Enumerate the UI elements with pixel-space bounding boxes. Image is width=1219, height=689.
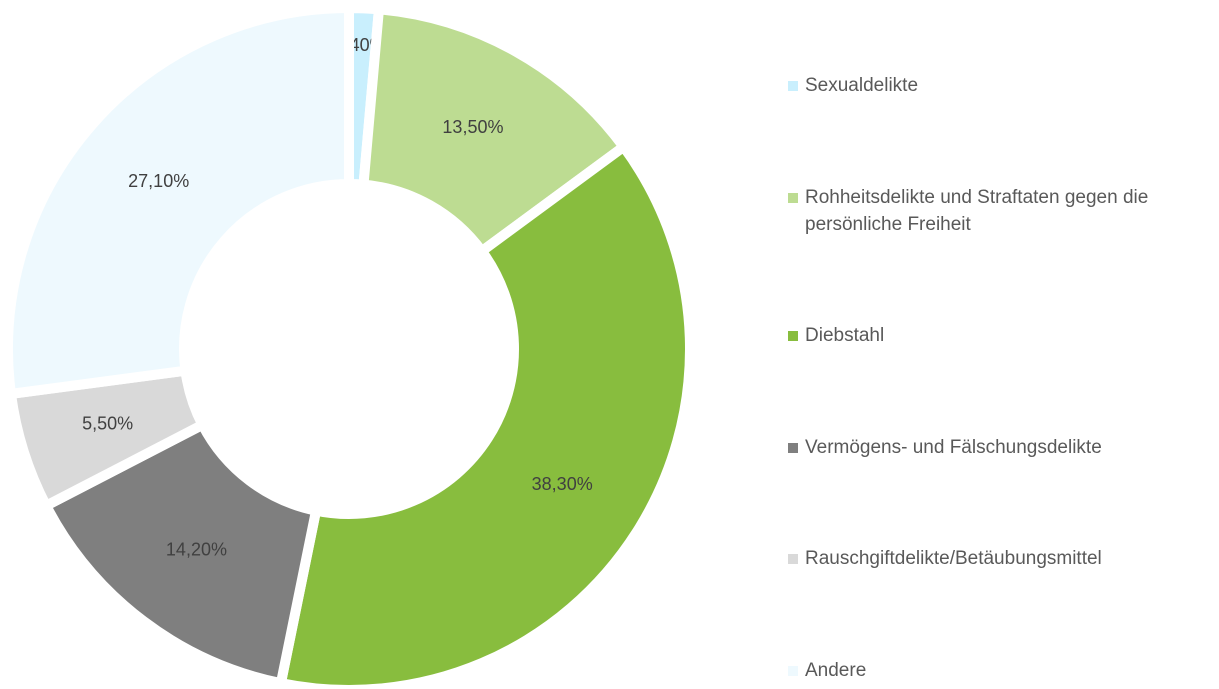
slice <box>274 139 695 689</box>
slice <box>3 2 354 400</box>
legend-swatch <box>788 331 798 342</box>
legend: Sexualdelikte Rohheitsdelikte und Strafta… <box>788 72 1213 684</box>
legend-item: Diebstahl <box>788 322 1213 349</box>
data-label: 5,50% <box>82 414 133 434</box>
legend-item: Rohheitsdelikte und Straftaten gegen die… <box>788 184 1213 238</box>
legend-label: Andere <box>805 659 867 681</box>
legend-swatch <box>788 665 798 676</box>
donut: 1,40%13,50%38,30%14,20%5,50%27,10% <box>3 2 695 689</box>
legend-label: Sexualdelikte <box>805 75 919 96</box>
data-label: 13,50% <box>442 117 503 137</box>
legend-item: Sexualdelikte <box>788 72 1213 99</box>
legend-label: Rauschgiftdelikte/Betäubungsmittel <box>805 548 1102 570</box>
legend-swatch <box>788 554 798 565</box>
legend-swatch <box>788 442 798 453</box>
data-label: 14,20% <box>166 540 227 560</box>
legend-item: Rauschgiftdelikte/Betäubungsmittel <box>788 545 1213 572</box>
legend-label: Rohheitsdelikte und Straftaten gegen die… <box>805 186 1149 235</box>
legend-label: Diebstahl <box>805 325 885 347</box>
legend-swatch <box>788 81 798 91</box>
legend-item: Andere <box>788 657 1213 684</box>
data-label: 38,30% <box>532 474 593 494</box>
legend-item: Vermögens- und Fälschungsdelikte <box>788 434 1213 461</box>
legend-swatch <box>788 192 798 203</box>
legend-label: Vermögens- und Fälschungsdelikte <box>805 436 1102 458</box>
data-label: 27,10% <box>128 171 189 191</box>
slice <box>39 418 322 689</box>
